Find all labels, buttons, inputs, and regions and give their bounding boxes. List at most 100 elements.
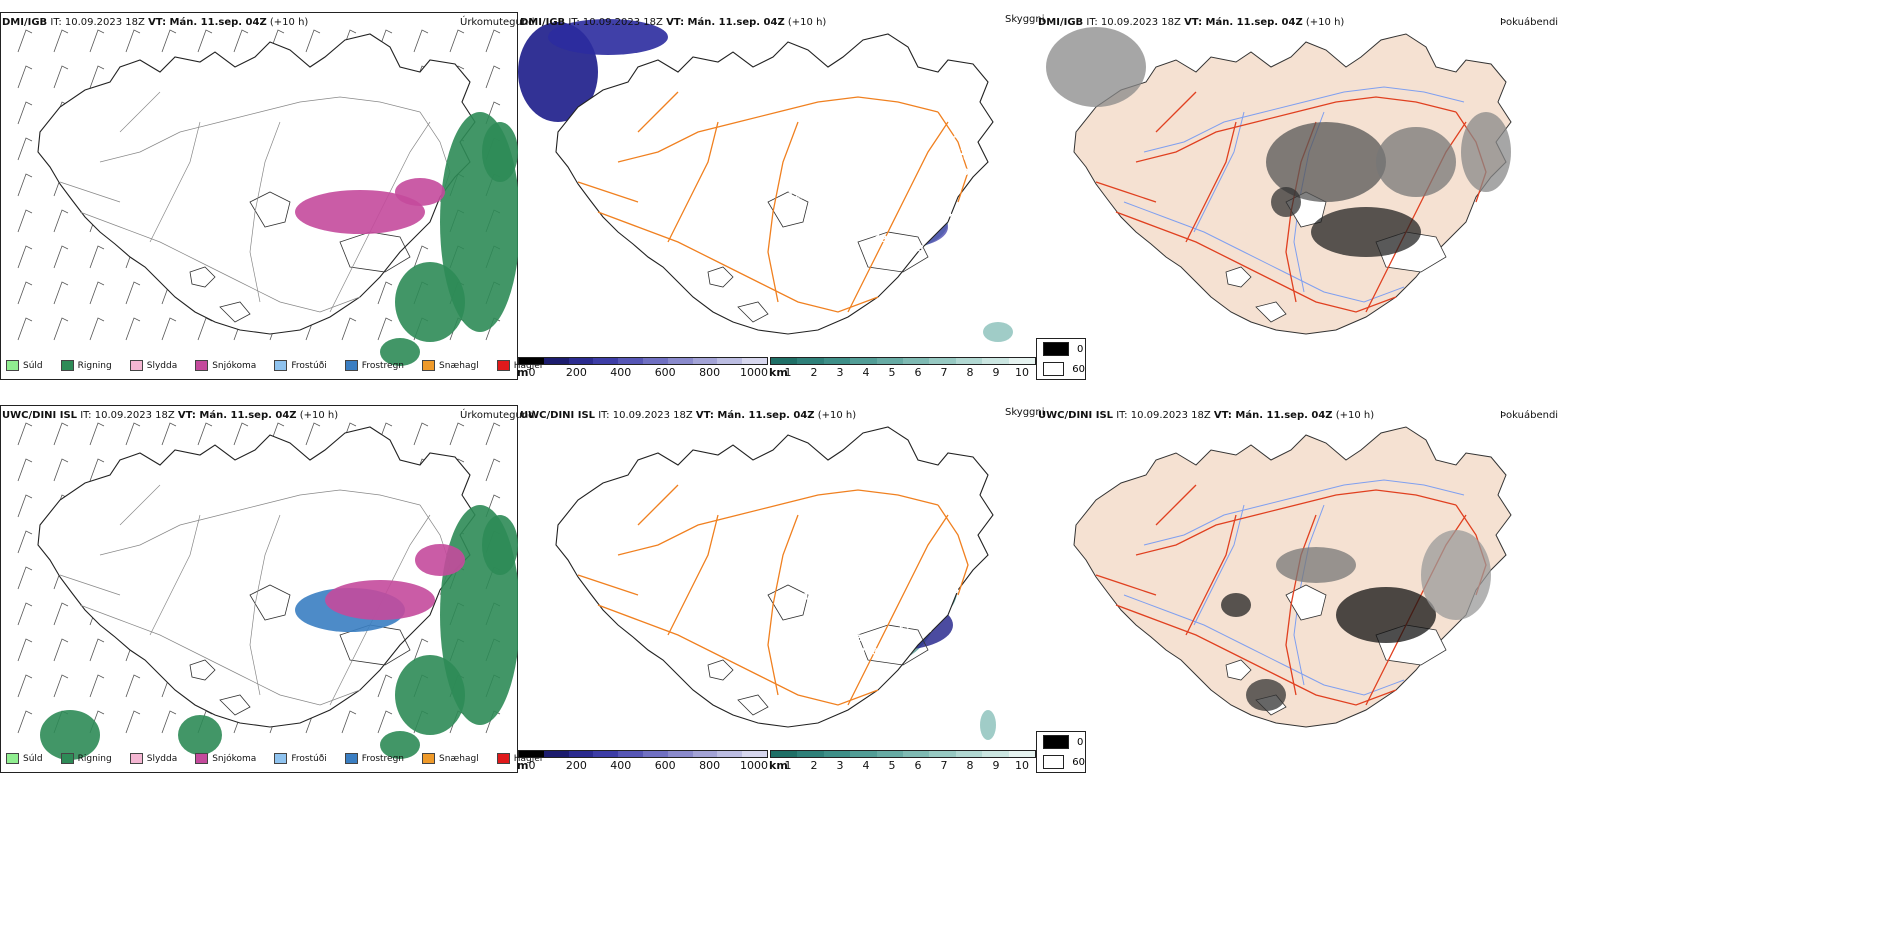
wind-barb [413, 422, 429, 446]
river-line [1123, 201, 1405, 303]
wind-barb [125, 710, 141, 734]
wind-barb [125, 281, 141, 305]
colorbar-tick-label: 6 [914, 366, 922, 379]
visibility-value-label: 215 [1007, 193, 1026, 203]
colorbar-tick-label: 4 [862, 366, 870, 379]
visibility-value-label: 144 [940, 209, 959, 219]
colorbar-segment [642, 751, 668, 757]
wind-barb [53, 245, 69, 269]
road-line [1285, 514, 1317, 696]
colorbar-segment [593, 358, 619, 364]
colorbar-tick-label: 2 [810, 759, 818, 772]
legend-label: Snæhagl [439, 753, 479, 764]
road-line [249, 121, 281, 303]
colorbar-unit: m [517, 759, 529, 772]
fog-area [1221, 593, 1251, 617]
fog-legend-label: 0 [1077, 343, 1084, 355]
wind-barb [17, 674, 33, 698]
wind-barb [233, 29, 249, 53]
road-line [1135, 96, 1457, 163]
wind-barb [449, 29, 465, 53]
rain-area [380, 731, 420, 759]
visibility-value-label: 88 [892, 149, 905, 159]
colorbar-tick-label: 6 [914, 759, 922, 772]
road-line [847, 121, 949, 313]
colorbar-segment [955, 751, 983, 757]
wind-barb [377, 674, 393, 698]
road-line [767, 514, 799, 696]
wind-barb [377, 710, 393, 734]
visibility-value-label: 182 [843, 616, 862, 626]
wind-barb [233, 422, 249, 446]
panel-variable-label: Úrkomutegund [460, 410, 535, 421]
legend-swatch [344, 753, 358, 764]
visibility-map: 37 182 168 89 143 22 368 51 201 102 85 141 119 156 128… [555, 426, 1005, 740]
road-line [667, 514, 719, 636]
legend-label: Snjókoma [212, 753, 257, 764]
glacier-outline [249, 584, 291, 621]
fog-legend-row: 60 [1037, 752, 1085, 772]
panel-title: DMI/IGB IT: 10.09.2023 18Z VT: Mán. 11.s… [1038, 17, 1345, 28]
wind-barb [413, 638, 429, 662]
road-line [617, 96, 939, 163]
fog-area [1336, 587, 1436, 643]
visibility-value-label: 490 [849, 203, 868, 213]
wind-barb [17, 65, 33, 89]
glacier-outline [767, 191, 809, 228]
visibility-value-label: 122 [788, 192, 807, 202]
precip-type-legend: Súld Rigning Slydda Snjókoma Frostúði Frostre… [6, 360, 554, 371]
wind-barb [125, 422, 141, 446]
colorbar-tick-label: 200 [565, 366, 587, 379]
legend-item: Rigning [60, 753, 112, 764]
wind-barb [485, 458, 501, 482]
precip-type-map [0, 12, 518, 380]
visibility-value-label: 389 [958, 624, 977, 634]
visibility-value-label: 50 [957, 154, 970, 164]
legend-item: Snjókoma [195, 753, 256, 764]
colorbar-tick-label: 9 [992, 366, 1000, 379]
legend-swatch [344, 360, 358, 371]
road-line [597, 211, 879, 313]
wind-barb [89, 29, 105, 53]
wind-barb [161, 29, 177, 53]
visibility-value-label: 119 [825, 586, 844, 596]
fog-area [1421, 530, 1491, 620]
colorbar-segment [850, 358, 877, 364]
fog-legend-row: 0 [1037, 339, 1085, 359]
visibility-value-labels: 60 71 88 84 54 50 57 72 72 15 456 495 248 120 221 184 33… [781, 131, 1026, 255]
colorbar-segment [982, 751, 1009, 757]
legend-label: Slydda [146, 753, 178, 764]
wind-barb [17, 638, 33, 662]
river-line [1193, 111, 1245, 233]
glacier-outline [737, 301, 769, 323]
precip-type-legend: Súld Rigning Slydda Snjókoma Frostúði Frostre… [6, 753, 554, 764]
road-line [1155, 484, 1197, 526]
panel-uwc-precip-type [0, 405, 518, 773]
rain-area [395, 655, 465, 735]
legend-label: Haglél [513, 753, 543, 764]
wind-barb [17, 245, 33, 269]
visibility-colorbar-km: km 1 2 3 4 5 6 7 8 9 10 [769, 750, 1036, 772]
visibility-colorbar-m: m 0 200 400 600 800 1000 [517, 357, 768, 379]
road-line [119, 91, 161, 133]
road-line [767, 121, 799, 303]
legend-item: Snjókoma [195, 360, 256, 371]
fog-legend-swatch [1043, 755, 1065, 769]
glacier-outline [249, 191, 291, 228]
road-line [149, 121, 201, 243]
colorbar-segment [876, 358, 904, 364]
legend-label: Slydda [146, 360, 178, 371]
panel-variable-label: Þokuábendi [1500, 17, 1559, 28]
glacier-outline [767, 584, 809, 621]
visibility-value-label: 37 [917, 598, 930, 608]
wind-barb [89, 638, 105, 662]
colorbar-segment [568, 751, 594, 757]
panel-dmi-fog-indicator [1036, 12, 1552, 380]
snow-area [395, 178, 445, 206]
wind-barb [17, 710, 33, 734]
legend-item: Haglél [496, 360, 542, 371]
legend-item: Frostúði [274, 360, 327, 371]
wind-barb [125, 317, 141, 341]
wind-barb [377, 281, 393, 305]
visibility-value-label: 322 [823, 131, 842, 141]
